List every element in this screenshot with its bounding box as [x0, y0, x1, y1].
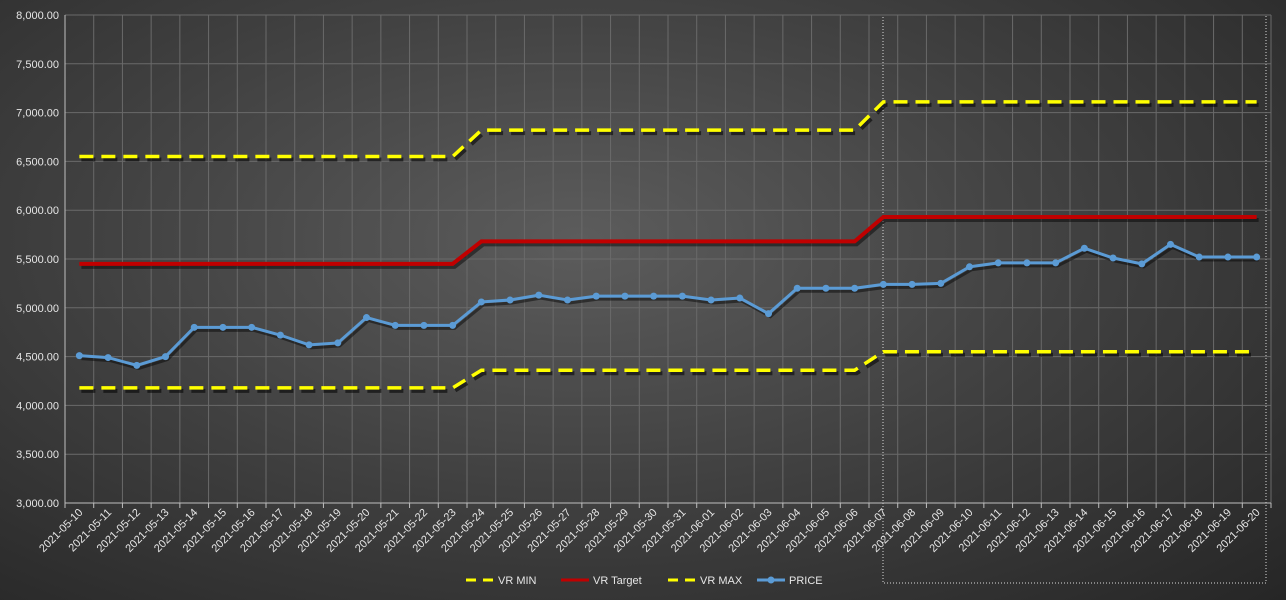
price-point	[736, 294, 744, 302]
price-point	[1167, 240, 1174, 248]
legend-label-vr-target: VR Target	[593, 575, 642, 587]
price-point	[535, 291, 543, 299]
y-tick-label: 8,000.00	[16, 10, 59, 22]
y-tick-label: 7,500.00	[16, 59, 59, 71]
price-point	[851, 284, 859, 292]
price-point	[477, 298, 485, 306]
legend-label-vr-max: VR MAX	[700, 575, 743, 587]
price-point	[334, 339, 342, 347]
price-point	[592, 292, 600, 300]
x-tick-labels: 2021-05-102021-05-112021-05-122021-05-13…	[37, 507, 1263, 555]
price-point	[793, 284, 801, 292]
price-point	[363, 314, 370, 322]
series-group	[75, 100, 1261, 393]
y-tick-label: 6,000.00	[16, 205, 59, 217]
price-point	[276, 331, 284, 339]
price-line	[79, 242, 1257, 367]
price-point	[1195, 253, 1203, 261]
price-point	[564, 296, 571, 304]
price-point	[765, 310, 772, 318]
y-tick-label: 6,500.00	[16, 156, 59, 168]
vr-target-line	[79, 215, 1257, 266]
y-tick-label: 4,000.00	[16, 400, 59, 412]
price-point	[1052, 259, 1060, 267]
y-tick-label: 4,500.00	[16, 352, 59, 364]
price-point	[190, 323, 198, 331]
price-point	[162, 353, 169, 361]
price-point	[937, 279, 945, 287]
price-point	[1224, 253, 1232, 261]
legend-label-price: PRICE	[789, 575, 823, 587]
price-point	[879, 280, 887, 288]
price-point	[75, 352, 83, 360]
selection-outline	[882, 14, 1267, 584]
price-point	[966, 263, 973, 271]
price-point	[420, 321, 428, 329]
y-tick-labels: 3,000.00 3,500.00 4,000.00 4,500.00 5,000.00…	[16, 10, 59, 510]
vr-max-line	[79, 100, 1257, 159]
vr-min-line	[79, 349, 1257, 390]
price-point	[1080, 244, 1088, 252]
price-point	[1138, 260, 1146, 268]
price-point	[678, 292, 686, 300]
y-tick-label: 3,000.00	[16, 498, 59, 510]
price-point	[621, 292, 629, 300]
price-point	[1109, 254, 1117, 262]
price-point	[133, 361, 141, 369]
vr-target-shadow	[81, 218, 1259, 269]
price-point	[994, 259, 1002, 267]
price-point	[1253, 253, 1261, 261]
y-tick-label: 5,500.00	[16, 254, 59, 266]
y-tick-label: 5,000.00	[16, 303, 59, 315]
grid-lines	[65, 14, 1272, 503]
price-point	[248, 323, 256, 331]
y-tick-label: 7,000.00	[16, 108, 59, 120]
price-point	[449, 321, 457, 329]
axes	[64, 15, 1272, 508]
price-point	[391, 321, 399, 329]
price-point	[1023, 259, 1031, 267]
price-point	[650, 292, 658, 300]
legend: VR MIN VR Target VR MAX PRICE	[466, 575, 823, 587]
price-point	[822, 284, 830, 292]
vr-min-shadow	[81, 352, 1259, 393]
price-point	[104, 354, 112, 362]
price-point	[707, 296, 715, 304]
y-tick-label: 3,500.00	[16, 449, 59, 461]
legend-label-vr-min: VR MIN	[498, 575, 537, 587]
price-point	[219, 323, 227, 331]
vr-max-shadow	[81, 102, 1259, 162]
price-point	[908, 280, 916, 288]
price-point	[305, 341, 313, 349]
legend-marker-price	[767, 576, 775, 584]
price-point	[506, 296, 514, 304]
